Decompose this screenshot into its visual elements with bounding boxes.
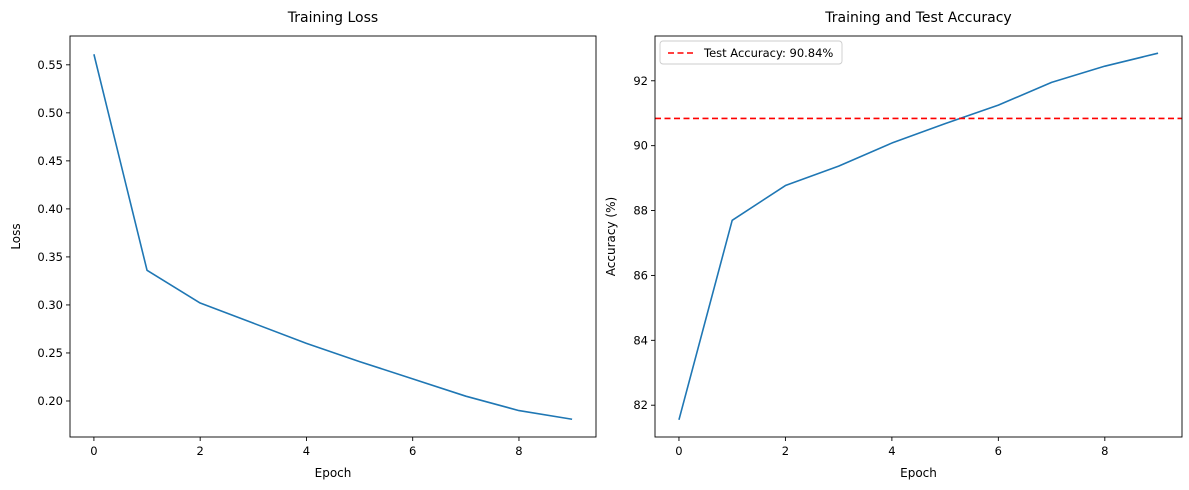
- chart-title: Training Loss: [287, 10, 378, 26]
- x-tick-label: 4: [303, 444, 310, 458]
- y-tick-label: 90: [633, 139, 648, 153]
- y-tick-label: 0.20: [37, 394, 63, 408]
- legend: Test Accuracy: 90.84%: [659, 40, 843, 65]
- y-tick-label: 82: [633, 398, 648, 412]
- legend-box: [659, 40, 843, 65]
- legend-label: Test Accuracy: 90.84%: [703, 46, 833, 60]
- y-tick-label: 0.35: [37, 250, 63, 264]
- x-tick-label: 6: [409, 444, 416, 458]
- x-tick-label: 8: [515, 444, 522, 458]
- x-tick-label: 0: [675, 444, 682, 458]
- y-tick-label: 0.55: [37, 58, 63, 72]
- chart-2: Training and Test Accuracy 0 2 4 6 8 82 84 86 88 9…: [604, 10, 1183, 480]
- y-tick-label: 92: [633, 74, 648, 88]
- x-tick-label: 8: [1101, 444, 1108, 458]
- y-tick-label: 0.45: [37, 154, 63, 168]
- chart-1: Training Loss 0 2 4 6 8 0.20 0.25 0.30 0.35 0.40 0.…: [9, 10, 597, 480]
- y-tick-label: 0.40: [37, 202, 63, 216]
- x-tick-label: 6: [995, 444, 1002, 458]
- y-axis-label: Accuracy (%): [604, 197, 618, 276]
- x-tick-label: 0: [90, 444, 97, 458]
- y-tick-label: 0.50: [37, 106, 63, 120]
- x-axis-label: Epoch: [315, 466, 352, 480]
- y-tick-label: 88: [633, 204, 648, 218]
- y-tick-label: 0.30: [37, 298, 63, 312]
- plot-frame: [69, 35, 597, 438]
- series-line-1: [678, 52, 1159, 421]
- y-tick-label: 86: [633, 268, 648, 282]
- plot-frame: [654, 35, 1183, 438]
- x-axis-label: Epoch: [900, 466, 937, 480]
- series-line-1: [93, 54, 573, 421]
- y-tick-label: 84: [633, 333, 648, 347]
- y-tick-label: 0.25: [37, 346, 63, 360]
- x-tick-label: 2: [782, 444, 789, 458]
- chart-title: Training and Test Accuracy: [824, 10, 1011, 26]
- y-axis-label: Loss: [9, 223, 23, 249]
- x-tick-label: 4: [888, 444, 895, 458]
- x-tick-label: 2: [197, 444, 204, 458]
